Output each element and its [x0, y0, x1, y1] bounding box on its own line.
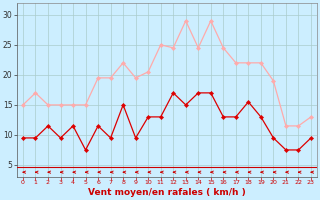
X-axis label: Vent moyen/en rafales ( km/h ): Vent moyen/en rafales ( km/h ) [88, 188, 246, 197]
